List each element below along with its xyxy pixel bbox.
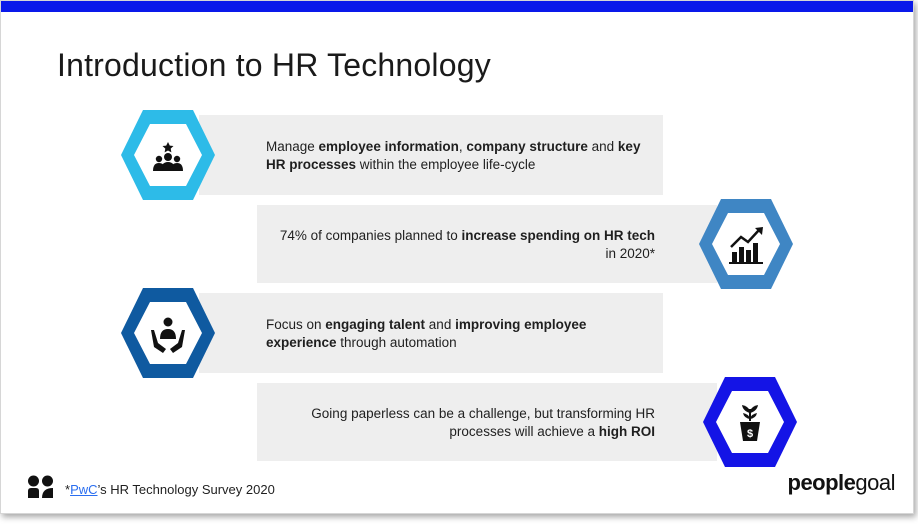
peoplegoal-mark-icon — [28, 475, 53, 498]
body-text: 74% of companies planned to — [279, 228, 462, 243]
item-row-3 — [199, 293, 663, 373]
emphasis-text: key HR processes — [266, 139, 641, 172]
body-text: Manage — [266, 139, 319, 154]
item-text-1: Manage employee information, company str… — [266, 138, 651, 174]
footnote-asterisk: * — [65, 482, 71, 497]
brand-word-regular: goal — [855, 470, 895, 495]
emphasis-text: high ROI — [598, 424, 655, 439]
body-text: Going paperless can be a challenge, but … — [311, 406, 655, 439]
hexagon-4: $ — [703, 377, 797, 467]
money-plant-icon: $ — [740, 405, 760, 441]
item-text-2: 74% of companies planned to increase spe… — [277, 227, 655, 263]
body-text: in 2020* — [605, 246, 655, 261]
body-text: and — [587, 139, 618, 154]
body-text: within the employee life-cycle — [356, 157, 536, 172]
team-star-icon — [153, 142, 183, 171]
hands-person-icon — [151, 317, 185, 353]
body-text: , — [458, 139, 467, 154]
footnote-text: ’s HR Technology Survey 2020 — [97, 482, 275, 497]
slide-title: Introduction to HR Technology — [57, 47, 491, 83]
hexagon-3 — [121, 288, 215, 378]
brand-wordmark: peoplegoal — [788, 470, 896, 496]
item-text-3: Focus on engaging talent and improving e… — [266, 316, 651, 352]
accent-bar — [1, 1, 913, 12]
svg-text:$: $ — [747, 428, 753, 440]
item-row-4 — [257, 383, 717, 461]
item-row-2 — [257, 205, 717, 283]
emphasis-text: engaging talent — [325, 317, 426, 332]
emphasis-text: employee information — [318, 139, 459, 154]
slide: Introduction to HR Technology Manage emp… — [0, 0, 914, 514]
hexagon-1 — [121, 110, 215, 200]
body-text: through automation — [336, 335, 457, 350]
item-text-4: Going paperless can be a challenge, but … — [277, 405, 655, 441]
source-link[interactable]: PwC — [70, 482, 98, 497]
item-row-1 — [199, 115, 663, 195]
emphasis-text: improving employee experience — [266, 317, 587, 350]
growth-chart-icon — [729, 227, 763, 264]
emphasis-text: company structure — [466, 139, 588, 154]
brand-word-bold: people — [787, 470, 856, 495]
body-text: and — [425, 317, 456, 332]
body-text: Focus on — [266, 317, 326, 332]
hexagon-2 — [699, 199, 793, 289]
emphasis-text: increase spending on HR tech — [461, 228, 655, 243]
source-footnote: *PwC’s HR Technology Survey 2020 — [65, 482, 275, 497]
